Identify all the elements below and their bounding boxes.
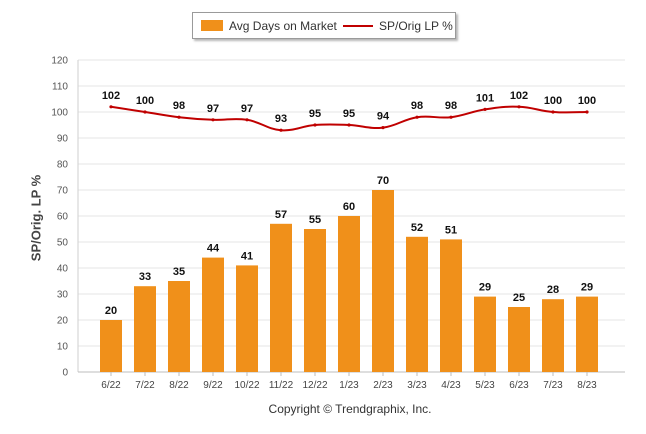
- line-point: [585, 110, 589, 114]
- y-tick-label: 20: [57, 316, 69, 327]
- bar-data-label: 41: [241, 250, 253, 262]
- line-data-label: 97: [207, 103, 219, 115]
- line-data-label: 98: [445, 100, 457, 112]
- x-tick-label: 8/22: [169, 380, 189, 391]
- bar: [508, 307, 530, 372]
- bar: [202, 257, 224, 372]
- y-tick-label: 70: [57, 186, 69, 197]
- line-point: [109, 105, 113, 109]
- bar-data-label: 29: [479, 282, 491, 294]
- x-tick-label: 9/22: [203, 380, 223, 391]
- y-tick-label: 100: [51, 108, 68, 119]
- line-point: [279, 128, 283, 132]
- bar-data-label: 60: [343, 201, 355, 213]
- y-axis-title: SP/Orig. LP %: [28, 174, 44, 262]
- x-tick-label: 5/23: [475, 380, 495, 391]
- line-point: [143, 110, 147, 114]
- bar-data-label: 57: [275, 209, 287, 221]
- bar: [440, 239, 462, 372]
- line-data-label: 100: [136, 95, 154, 107]
- x-tick-label: 1/23: [339, 380, 359, 391]
- line-data-label: 95: [343, 108, 355, 120]
- bar: [474, 296, 496, 372]
- bar: [134, 286, 156, 372]
- line-data-label: 101: [476, 92, 494, 104]
- bar-data-label: 70: [377, 175, 389, 187]
- bar: [304, 229, 326, 372]
- legend-swatch-line: [343, 24, 373, 27]
- line-data-label: 97: [241, 103, 253, 115]
- line-point: [347, 123, 351, 127]
- line-data-label: 100: [578, 95, 596, 107]
- y-tick-label: 40: [57, 264, 69, 275]
- bar: [576, 296, 598, 372]
- bar: [100, 320, 122, 372]
- bar-data-label: 29: [581, 282, 593, 294]
- line-point: [551, 110, 555, 114]
- legend-item-line: SP/Orig LP %: [343, 13, 453, 38]
- bar-data-label: 28: [547, 284, 559, 296]
- bar: [168, 281, 190, 372]
- x-tick-label: 7/22: [135, 380, 155, 391]
- y-tick-label: 90: [57, 134, 69, 145]
- y-tick-label: 30: [57, 290, 69, 301]
- bar-data-label: 25: [513, 292, 525, 304]
- bar-data-label: 44: [207, 243, 220, 255]
- x-tick-label: 6/23: [509, 380, 529, 391]
- bar: [406, 236, 428, 372]
- line-data-label: 95: [309, 108, 321, 120]
- y-tick-label: 10: [57, 342, 69, 353]
- legend-label-bar: Avg Days on Market: [229, 18, 337, 33]
- line-data-label: 100: [544, 95, 562, 107]
- line-point: [381, 126, 385, 130]
- x-tick-label: 2/23: [373, 380, 393, 391]
- line-point: [415, 115, 419, 119]
- line-point: [483, 107, 487, 111]
- line-data-label: 93: [275, 113, 287, 125]
- x-tick-label: 10/22: [234, 380, 259, 391]
- copyright: Copyright © Trendgraphix, Inc.: [268, 402, 432, 416]
- bar-data-label: 35: [173, 266, 185, 278]
- bar-data-label: 20: [105, 305, 117, 317]
- y-tick-label: 110: [52, 82, 68, 93]
- line-data-label: 98: [411, 100, 423, 112]
- x-tick-label: 7/23: [543, 380, 563, 391]
- legend-item-bar: Avg Days on Market: [201, 13, 337, 38]
- bar: [270, 223, 292, 372]
- x-tick-label: 12/22: [302, 380, 327, 391]
- bar-data-label: 55: [309, 214, 321, 226]
- x-tick-label: 8/23: [577, 380, 597, 391]
- x-tick-label: 11/22: [269, 380, 294, 391]
- bar-data-label: 33: [139, 271, 151, 283]
- y-tick-label: 80: [57, 160, 69, 171]
- x-tick-label: 4/23: [441, 380, 461, 391]
- bar: [542, 299, 564, 372]
- bar: [372, 190, 394, 372]
- line-point: [211, 118, 215, 122]
- line-point: [177, 115, 181, 119]
- legend-label-line: SP/Orig LP %: [379, 18, 453, 33]
- line-data-label: 98: [173, 100, 185, 112]
- y-tick-label: 50: [57, 238, 69, 249]
- line-data-label: 102: [510, 90, 528, 102]
- line-data-label: 102: [102, 90, 120, 102]
- line-point: [517, 105, 521, 109]
- y-tick-label: 120: [51, 56, 68, 67]
- legend: Avg Days on Market SP/Orig LP %: [192, 12, 456, 39]
- line-point: [313, 123, 317, 127]
- line-point: [245, 118, 249, 122]
- legend-swatch-bar: [201, 20, 223, 31]
- y-tick-label: 0: [62, 368, 68, 379]
- bar: [236, 265, 258, 372]
- bar-data-label: 52: [411, 222, 423, 234]
- line-data-label: 94: [377, 111, 390, 123]
- line-point: [449, 115, 453, 119]
- bar-data-label: 51: [445, 224, 457, 236]
- bar: [338, 216, 360, 372]
- x-tick-label: 3/23: [407, 380, 427, 391]
- y-tick-label: 60: [57, 212, 69, 223]
- x-tick-label: 6/22: [101, 380, 121, 391]
